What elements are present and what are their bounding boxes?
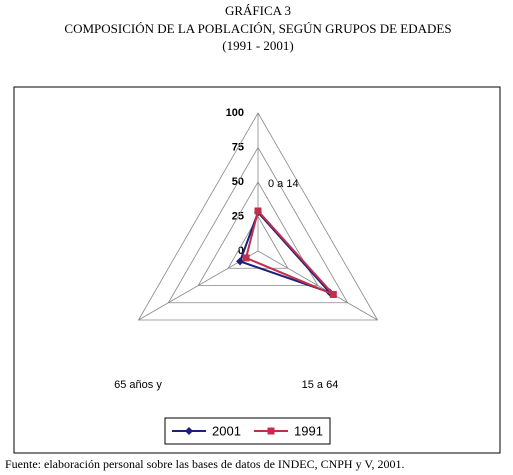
grid-ring [197, 181, 319, 286]
legend-label: 1991 [294, 423, 323, 438]
data-point [254, 207, 262, 215]
chart-subtitle: COMPOSICIÓN DE LA POBLACIÓN, SEGÚN GRUPO… [64, 21, 451, 36]
axis-spoke [257, 250, 378, 321]
category-label: 65 años y [114, 379, 162, 391]
grid-ring [167, 146, 349, 304]
plot-frame [13, 86, 501, 454]
r-tick-label: 100 [226, 107, 244, 119]
category-label: 0 a 14 [268, 178, 299, 190]
legend-label: 2001 [212, 423, 241, 438]
chart-period: (1991 - 2001) [222, 38, 294, 53]
r-tick-label: 0 [238, 245, 244, 257]
grid-ring [137, 112, 379, 321]
data-point [185, 427, 193, 435]
series-line [244, 208, 335, 296]
source-note: Fuente: elaboración personal sobre las b… [5, 457, 405, 471]
series-line [238, 210, 334, 295]
data-point [236, 257, 245, 266]
data-point [267, 427, 275, 435]
category-label: 15 a 64 [302, 379, 339, 391]
data-point [329, 290, 337, 298]
chart-title: GRÁFICA 3 [225, 3, 291, 18]
data-point [242, 254, 250, 262]
